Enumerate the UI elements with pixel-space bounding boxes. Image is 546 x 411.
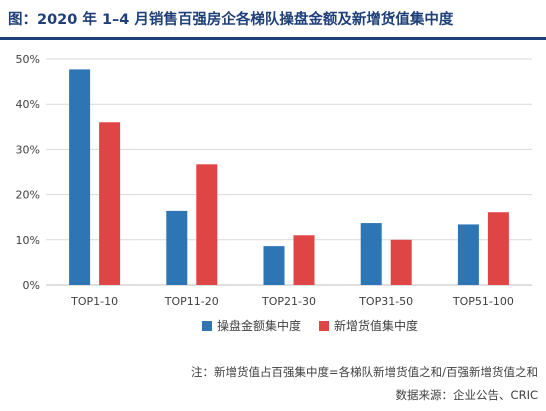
legend-label: 操盘金额集中度	[217, 318, 301, 333]
bar-series-2	[196, 164, 218, 285]
y-axis-tick-labels: 0% 10% 20% 30% 40% 50%	[16, 53, 40, 292]
bars	[69, 69, 509, 285]
bar-series-2	[390, 239, 412, 285]
bar-series-1	[263, 246, 285, 285]
x-tick-label: TOP31-50	[358, 295, 413, 308]
chart-title: 图：2020 年 1–4 月销售百强房企各梯队操盘金额及新增货值集中度	[8, 12, 454, 28]
footnote: 注：新增货值占百强集中度=各梯队新增货值之和/百强新增货值之和	[190, 365, 538, 379]
x-tick-label: TOP1-10	[70, 295, 118, 308]
y-tick-label: 50%	[16, 53, 40, 66]
title-bar: 图：2020 年 1–4 月销售百强房企各梯队操盘金额及新增货值集中度	[0, 0, 546, 40]
bar-series-1	[457, 224, 479, 285]
legend: 操盘金额集中度 新增货值集中度	[202, 318, 418, 333]
legend-swatch	[319, 321, 329, 331]
grid-lines	[46, 58, 532, 286]
bar-series-1	[360, 223, 382, 285]
legend-swatch	[202, 321, 212, 331]
data-source: 数据来源：企业公告、CRIC	[395, 388, 538, 402]
bar-series-2	[487, 212, 509, 285]
x-tick-label: TOP11-20	[164, 295, 219, 308]
x-tick-label: TOP21-30	[261, 295, 316, 308]
title-divider	[0, 37, 546, 40]
legend-label: 新增货值集中度	[334, 318, 418, 333]
bar-series-2	[293, 235, 315, 285]
bar-series-2	[99, 122, 121, 285]
y-tick-label: 30%	[16, 143, 40, 156]
bar-chart: 0% 10% 20% 30% 40% 50% TOP1-10 TOP11-20 TOP21-3…	[16, 53, 532, 333]
x-axis-tick-labels: TOP1-10 TOP11-20 TOP21-30 TOP31-50 TOP51-100	[70, 295, 514, 308]
bar-series-1	[166, 210, 188, 285]
y-tick-label: 10%	[16, 234, 40, 247]
y-tick-label: 20%	[16, 189, 40, 202]
x-tick-label: TOP51-100	[452, 295, 514, 308]
y-tick-label: 0%	[23, 279, 40, 292]
y-tick-label: 40%	[16, 98, 40, 111]
bar-series-1	[69, 69, 91, 285]
